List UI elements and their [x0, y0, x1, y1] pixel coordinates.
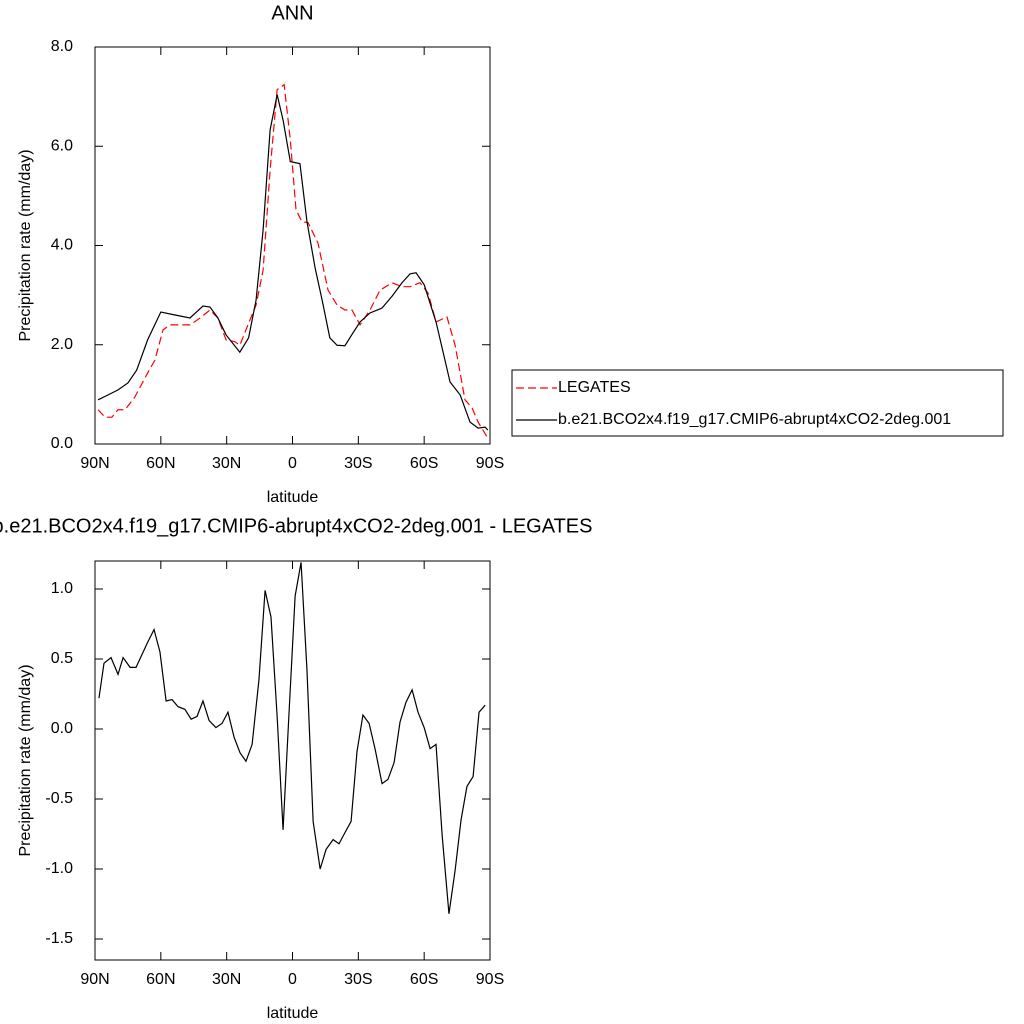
- y-tick-label: 0.0: [51, 720, 73, 737]
- legend-box: [511, 369, 1004, 437]
- panel: ANN 90N 60N 30N 0 30S 60S 90S 0.0 2.0 4.0 6.0 8.0 lat…: [17, 2, 1004, 506]
- chart-title: ANN: [271, 2, 313, 24]
- y-tick-label: 0.5: [51, 650, 73, 667]
- x-tick-label: 30N: [212, 455, 241, 472]
- y-tick-label: 8.0: [51, 38, 73, 55]
- plot-frame: [94, 46, 491, 445]
- x-tick-label: 30S: [344, 971, 372, 988]
- y-axis-label: Precipitation rate (mm/day): [17, 664, 34, 856]
- data-line: [97, 83, 489, 439]
- y-tick-label: 1.0: [51, 580, 73, 597]
- x-axis-label: latitude: [267, 1005, 319, 1022]
- y-tick-label: -0.5: [45, 790, 73, 807]
- x-tick-label: 90S: [476, 971, 504, 988]
- y-tick-label: -1.0: [45, 860, 73, 877]
- y-tick-label: -1.5: [45, 930, 73, 947]
- x-axis-label: latitude: [267, 489, 319, 506]
- y-tick-label: 0.0: [51, 435, 73, 452]
- x-tick-label: 60S: [410, 455, 438, 472]
- legend-label: b.e21.BCO2x4.f19_g17.CMIP6-abrupt4xCO2-2…: [558, 411, 951, 428]
- y-tick-label: 6.0: [51, 137, 73, 154]
- x-tick-label: 60N: [146, 971, 175, 988]
- y-tick-label: 4.0: [51, 237, 73, 254]
- data-line: [97, 94, 489, 431]
- x-tick-label: 60S: [410, 971, 438, 988]
- legend-label: LEGATES: [558, 379, 631, 396]
- x-tick-label: 30S: [344, 455, 372, 472]
- x-tick-label: 60N: [146, 455, 175, 472]
- x-tick-label: 0: [288, 971, 297, 988]
- chart-title: b.e21.BCO2x4.f19_g17.CMIP6-abrupt4xCO2-2…: [0, 515, 592, 537]
- y-tick-label: 2.0: [51, 336, 73, 353]
- panel: b.e21.BCO2x4.f19_g17.CMIP6-abrupt4xCO2-2…: [0, 515, 592, 1022]
- x-tick-label: 90S: [476, 455, 504, 472]
- x-tick-label: 0: [288, 455, 297, 472]
- x-tick-label: 30N: [212, 971, 241, 988]
- plot-frame: [94, 560, 491, 961]
- x-tick-label: 90N: [80, 455, 109, 472]
- x-tick-label: 90N: [80, 971, 109, 988]
- y-axis-label: Precipitation rate (mm/day): [17, 149, 34, 341]
- data-line: [98, 562, 486, 914]
